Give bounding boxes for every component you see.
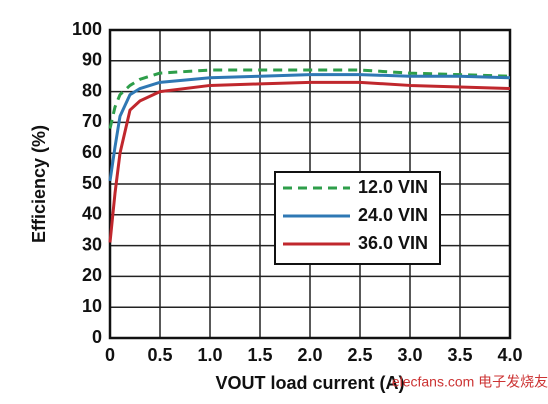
y-tick-label: 100: [72, 19, 102, 39]
y-axis-label: Efficiency (%): [29, 125, 49, 243]
y-tick-label: 50: [82, 173, 102, 193]
legend-label: 12.0 VIN: [358, 177, 428, 197]
legend-label: 36.0 VIN: [358, 233, 428, 253]
x-tick-label: 3.5: [447, 345, 472, 365]
series-line: [108, 80, 511, 243]
y-tick-label: 10: [82, 296, 102, 316]
series-line: [108, 73, 511, 182]
x-tick-label: 1.0: [197, 345, 222, 365]
y-tick-label: 80: [82, 80, 102, 100]
legend-label: 24.0 VIN: [358, 205, 428, 225]
watermark: elecfans.com 电子发烧友: [392, 374, 548, 390]
y-tick-label: 60: [82, 142, 102, 162]
y-tick-label: 90: [82, 50, 102, 70]
y-tick-label: 20: [82, 265, 102, 285]
y-tick-label: 0: [92, 327, 102, 347]
x-tick-label: 4.0: [497, 345, 522, 365]
series-line: [108, 68, 511, 129]
x-tick-label: 0: [105, 345, 115, 365]
y-tick-label: 70: [82, 111, 102, 131]
x-tick-label: 1.5: [247, 345, 272, 365]
x-tick-label: 2.0: [297, 345, 322, 365]
x-axis-label: VOUT load current (A): [215, 373, 404, 393]
plot-frame: [108, 28, 512, 340]
y-tick-label: 30: [82, 234, 102, 254]
y-tick-label: 40: [82, 204, 102, 224]
x-tick-label: 2.5: [347, 345, 372, 365]
x-tick-label: 0.5: [147, 345, 172, 365]
x-tick-label: 3.0: [397, 345, 422, 365]
